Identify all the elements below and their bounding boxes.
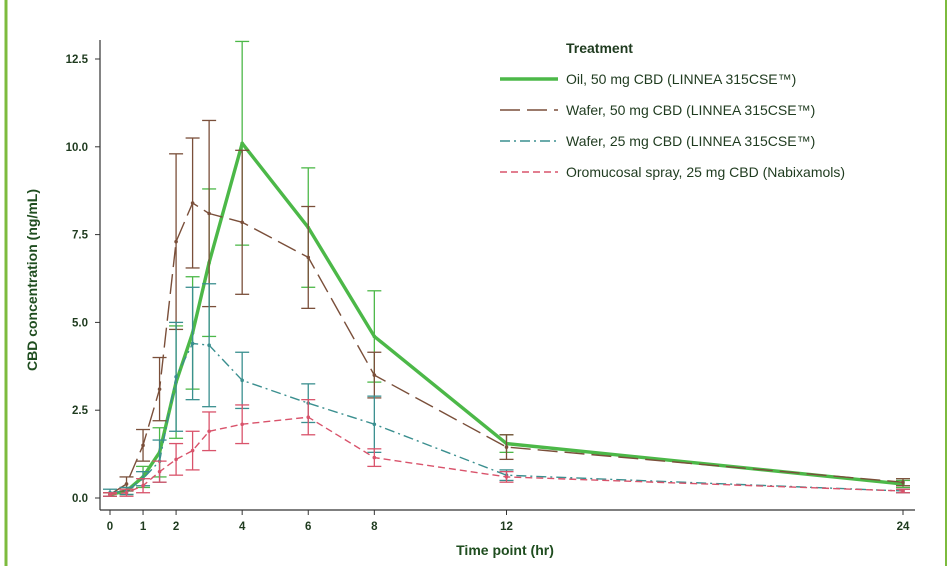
series-2 [103, 119, 910, 497]
data-point [141, 483, 145, 488]
y-tick-label: 2.5 [72, 405, 89, 417]
data-point [157, 469, 162, 474]
series-3 [103, 283, 910, 497]
series-line [109, 416, 904, 496]
y-tick-label: 0.0 [72, 493, 88, 505]
data-point [141, 443, 145, 448]
legend-title: Treatment [566, 40, 633, 56]
data-point [207, 429, 211, 434]
legend: Treatment Oil, 50 mg CBD (LINNEA 315CSE™… [500, 40, 845, 180]
x-tick-label: 1 [140, 521, 147, 533]
data-point [372, 373, 377, 377]
x-tick-label: 12 [500, 521, 513, 533]
data-point [306, 255, 311, 260]
legend-label: Wafer, 25 mg CBD (LINNEA 315CSE™) [566, 133, 815, 149]
data-point [504, 445, 509, 449]
data-point [124, 490, 129, 495]
y-tick-label: 12.5 [66, 54, 89, 66]
legend-item: Oromucosal spray, 25 mg CBD (Nabixamols) [500, 164, 845, 180]
data-point [207, 343, 211, 348]
x-tick-label: 4 [239, 521, 246, 533]
legend-item: Oil, 50 mg CBD (LINNEA 315CSE™) [500, 71, 796, 87]
legend-label: Wafer, 50 mg CBD (LINNEA 315CSE™) [566, 102, 815, 118]
data-point [372, 422, 377, 427]
x-tick-label: 8 [371, 521, 378, 533]
series-4 [103, 399, 910, 497]
y-ticks: 0.0 2.5 5.0 7.5 10.0 12.5 [66, 54, 100, 505]
data-point [901, 480, 905, 484]
data-point [108, 492, 112, 497]
legend-label: Oil, 50 mg CBD (LINNEA 315CSE™) [566, 71, 796, 87]
legend-item: Wafer, 50 mg CBD (LINNEA 315CSE™) [500, 102, 815, 118]
data-point [190, 448, 195, 453]
data-point [306, 415, 311, 420]
data-point [207, 211, 211, 216]
y-tick-label: 10.0 [66, 142, 88, 154]
data-point [240, 141, 244, 146]
y-tick-label: 7.5 [72, 230, 89, 242]
x-tick-label: 24 [897, 521, 910, 533]
x-ticks: 0 1 2 4 6 8 12 24 [107, 510, 910, 533]
y-tick-label: 5.0 [72, 317, 88, 329]
x-axis-title: Time point (hr) [456, 542, 554, 558]
x-tick-label: 0 [107, 521, 113, 533]
data-point [157, 387, 162, 391]
data-point [372, 455, 377, 460]
x-tick-label: 6 [305, 521, 311, 533]
data-point [174, 375, 178, 379]
data-point [240, 422, 244, 427]
data-point [174, 239, 178, 244]
legend-item: Wafer, 25 mg CBD (LINNEA 315CSE™) [500, 133, 815, 149]
data-point [124, 482, 129, 486]
data-point [901, 489, 905, 493]
x-tick-label: 2 [173, 521, 179, 533]
y-axis-title: CBD concentration (ng/mL) [24, 189, 40, 371]
legend-label: Oromucosal spray, 25 mg CBD (Nabixamols) [566, 164, 845, 180]
data-point [240, 378, 244, 383]
series-line [109, 202, 904, 496]
data-point [174, 457, 178, 462]
data-point [190, 341, 195, 346]
data-point [240, 220, 244, 225]
axes [99, 40, 915, 511]
data-point [190, 201, 195, 205]
series-layer [103, 40, 910, 497]
data-point [372, 334, 377, 339]
data-point [504, 475, 509, 479]
